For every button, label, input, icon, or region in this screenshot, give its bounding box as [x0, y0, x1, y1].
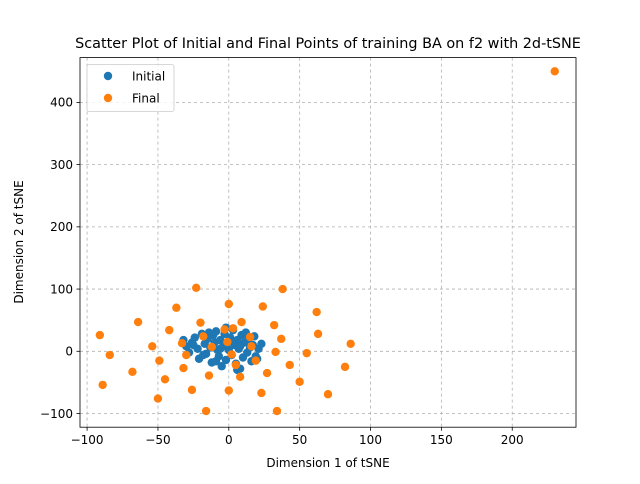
y-tick-label: 100 [50, 282, 73, 296]
point-initial [189, 340, 198, 350]
point-final [257, 388, 266, 398]
point-final [302, 348, 311, 358]
point-final [323, 390, 333, 399]
point-final [278, 284, 287, 294]
point-final [251, 356, 260, 365]
point-final [160, 375, 170, 384]
y-tick-label: −100 [40, 407, 73, 421]
point-final [231, 360, 241, 370]
point-final [207, 342, 216, 352]
point-final [295, 377, 304, 386]
grid-lines [80, 57, 576, 428]
point-final [235, 372, 245, 381]
point-final [199, 332, 208, 341]
point-final [177, 339, 187, 348]
x-tick-label: 100 [359, 433, 382, 447]
point-final [155, 356, 164, 365]
x-axis-label: Dimension 1 of tSNE [266, 456, 389, 470]
y-axis-label: Dimension 2 of tSNE [12, 180, 26, 303]
chart-title: Scatter Plot of Initial and Final Points… [75, 36, 581, 52]
point-final [285, 360, 294, 370]
legend: Initial Final [86, 64, 175, 112]
point-final [182, 350, 191, 360]
point-final [128, 367, 137, 377]
point-final [224, 299, 233, 309]
point-final [550, 67, 559, 76]
point-final [95, 330, 105, 340]
point-initial [257, 339, 266, 349]
point-final [247, 342, 256, 351]
legend-marker-initial [103, 71, 113, 81]
point-final [133, 317, 143, 327]
plot-frame [79, 57, 577, 428]
point-final [237, 317, 246, 327]
point-final [346, 339, 355, 349]
point-final [224, 386, 233, 395]
point-final [148, 342, 157, 351]
y-tick-label: 200 [50, 220, 73, 234]
point-final [258, 302, 268, 311]
point-final [172, 303, 181, 312]
x-tick-label: −100 [71, 433, 104, 447]
point-final [201, 406, 211, 416]
point-final [245, 332, 255, 342]
point-final [187, 385, 197, 395]
point-final [262, 368, 272, 378]
point-final [227, 350, 236, 359]
point-final [192, 283, 201, 293]
y-tick-label: 300 [50, 158, 73, 172]
point-initial [217, 362, 226, 371]
point-final [272, 406, 282, 416]
point-initial [216, 344, 225, 353]
x-tick-label: 150 [430, 433, 453, 447]
x-tick-label: 200 [501, 433, 524, 447]
point-final [204, 371, 214, 380]
point-final [269, 320, 279, 330]
point-final [105, 350, 114, 360]
point-final [179, 363, 188, 373]
point-final [312, 307, 321, 317]
point-final [223, 337, 232, 347]
point-final [340, 362, 350, 372]
x-tick-label: 50 [292, 433, 307, 447]
point-initial [211, 357, 221, 366]
point-final [196, 318, 205, 327]
point-final [98, 380, 107, 390]
point-final [277, 334, 286, 344]
point-final [153, 394, 163, 403]
legend-marker-final [103, 93, 113, 103]
axis-ticks: −100 −50 0 50 100 150 200 −100 0 100 200 300 400 [40, 96, 524, 448]
y-tick-label: 0 [65, 345, 73, 359]
point-final [228, 324, 238, 333]
point-initial [235, 342, 245, 351]
series-final [95, 67, 559, 416]
y-tick-label: 400 [50, 96, 73, 110]
x-tick-label: −50 [145, 433, 170, 447]
legend-label-final: Final [132, 91, 160, 105]
point-final [313, 329, 323, 339]
legend-label-initial: Initial [132, 69, 165, 83]
point-initial [211, 327, 221, 336]
data-points [95, 67, 559, 416]
x-tick-label: 0 [225, 433, 233, 447]
point-initial [221, 355, 231, 365]
point-initial [190, 333, 199, 342]
point-final [165, 325, 174, 335]
point-final [271, 347, 280, 357]
point-final [220, 325, 229, 334]
point-initial [199, 350, 208, 360]
